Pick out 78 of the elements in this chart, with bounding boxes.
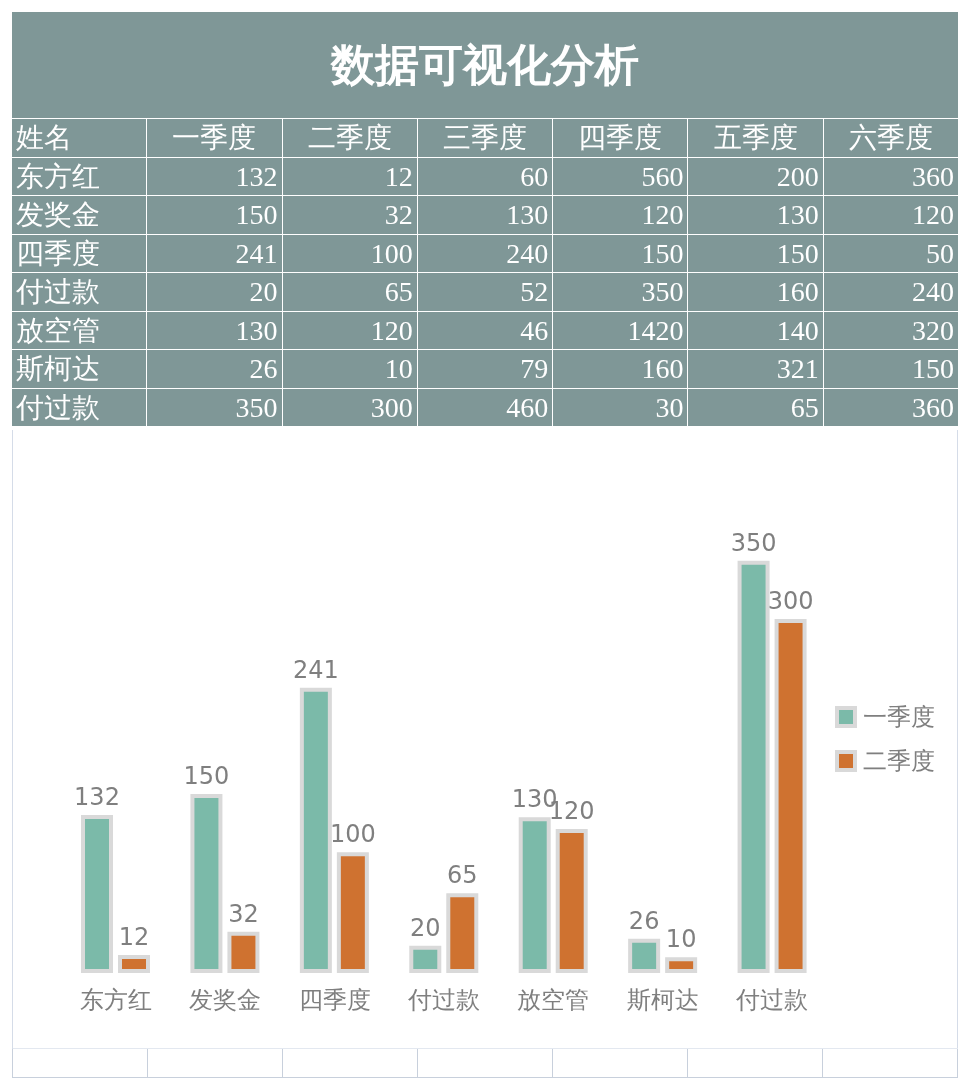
x-tick-label: 斯柯达 <box>626 986 699 1015</box>
data-label: 132 <box>147 157 282 195</box>
data-label: 150 <box>147 196 282 234</box>
data-label: 32 <box>228 899 259 928</box>
data-label: 460 <box>417 388 553 426</box>
data-label: 150 <box>688 234 823 272</box>
data-label: 120 <box>823 196 958 234</box>
data-label: 350 <box>147 388 282 426</box>
x-tick-label: 东方红 <box>79 986 152 1015</box>
data-label: 79 <box>417 350 553 388</box>
data-label: 200 <box>688 157 823 195</box>
y-tick-label: 付过款 <box>16 391 100 423</box>
data-label: 1420 <box>553 311 688 349</box>
data-label: 10 <box>665 925 697 954</box>
data-label: 240 <box>823 273 958 311</box>
data-label: 20 <box>147 273 282 311</box>
x-tick-label: 六季度 <box>848 122 933 153</box>
x-tick-label: 三季度 <box>442 122 527 153</box>
y-axis-title: 姓名 <box>16 122 72 153</box>
data-label: 150 <box>823 350 958 388</box>
data-label: 560 <box>553 157 688 195</box>
y-tick-label: 放空管 <box>16 314 100 346</box>
data-label: 26 <box>628 906 660 935</box>
data-label: 300 <box>767 587 814 615</box>
x-tick-label: 付过款 <box>735 986 809 1015</box>
y-tick-label: 四季度 <box>16 237 100 269</box>
data-label: 160 <box>553 350 688 388</box>
data-label: 12 <box>118 923 150 951</box>
data-label: 130 <box>147 311 282 349</box>
data-label: 30 <box>553 388 688 426</box>
data-label: 65 <box>688 388 823 426</box>
legend-label: 一季度 <box>863 703 935 731</box>
x-tick-label: 五季度 <box>713 122 798 153</box>
data-label: 130 <box>417 196 553 234</box>
data-label: 100 <box>329 820 376 849</box>
data-label: 100 <box>282 234 417 272</box>
data-label: 52 <box>417 273 553 311</box>
data-label: 10 <box>282 350 417 388</box>
data-label: 65 <box>447 861 478 890</box>
x-tick-label: 一季度 <box>172 122 257 153</box>
y-tick-label: 斯柯达 <box>16 353 100 384</box>
x-tick-label: 二季度 <box>307 122 392 153</box>
data-label: 32 <box>282 196 417 234</box>
data-label: 150 <box>183 762 230 790</box>
y-tick-label: 付过款 <box>16 276 100 307</box>
chart-title: 数据可视化分析 <box>331 39 639 92</box>
y-tick-label: 东方红 <box>16 160 100 192</box>
data-label: 320 <box>823 311 958 349</box>
x-tick-label: 四季度 <box>298 986 371 1015</box>
data-label: 240 <box>417 234 553 272</box>
data-label: 26 <box>147 350 282 388</box>
y-tick-label: 发奖金 <box>16 199 100 230</box>
data-label: 20 <box>410 913 441 942</box>
data-label: 350 <box>730 528 777 557</box>
data-label: 360 <box>823 157 958 195</box>
data-label: 350 <box>553 273 688 311</box>
data-label: 120 <box>282 311 417 349</box>
data-label: 120 <box>553 196 688 234</box>
data-label: 300 <box>282 388 417 426</box>
data-label: 321 <box>688 350 823 388</box>
x-tick-label: 放空管 <box>517 986 590 1015</box>
x-tick-label: 四季度 <box>578 122 663 153</box>
data-label: 241 <box>292 655 339 684</box>
data-label: 360 <box>823 388 958 426</box>
data-label: 12 <box>282 157 417 195</box>
x-tick-label: 付过款 <box>407 986 480 1015</box>
legend-label: 二季度 <box>863 747 935 775</box>
data-label: 130 <box>688 196 823 234</box>
data-label: 50 <box>823 234 958 272</box>
data-label: 150 <box>553 234 688 272</box>
data-label: 46 <box>417 311 553 349</box>
data-label: 241 <box>147 234 282 272</box>
data-label: 160 <box>688 273 823 311</box>
data-label: 60 <box>417 157 553 195</box>
x-tick-label: 发奖金 <box>189 986 262 1015</box>
data-label: 140 <box>688 311 823 349</box>
data-label: 132 <box>74 783 120 811</box>
data-label: 65 <box>282 273 417 311</box>
